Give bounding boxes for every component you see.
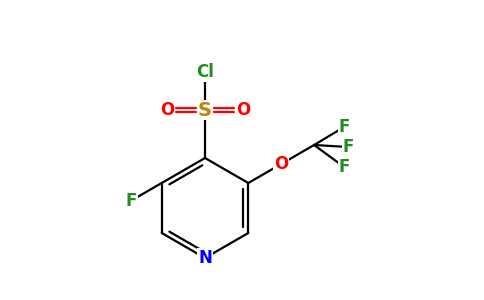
Text: F: F <box>343 138 354 156</box>
Text: F: F <box>126 191 137 209</box>
Text: O: O <box>236 101 250 119</box>
Text: F: F <box>338 158 350 176</box>
Text: Cl: Cl <box>196 63 214 81</box>
Text: F: F <box>338 118 350 136</box>
Text: N: N <box>198 249 212 267</box>
Text: O: O <box>274 155 288 173</box>
Text: S: S <box>198 100 212 119</box>
Text: O: O <box>160 101 174 119</box>
